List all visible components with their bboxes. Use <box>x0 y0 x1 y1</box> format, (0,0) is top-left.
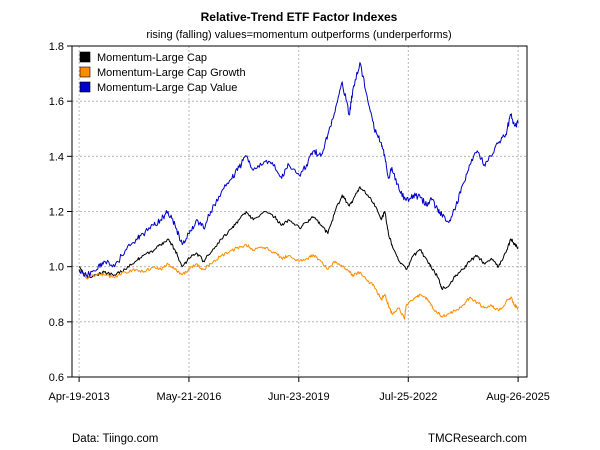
y-tick-label: 1.2 <box>49 207 64 219</box>
y-tick-label: 0.8 <box>49 317 64 329</box>
footer-source: Data: Tiingo.com <box>72 433 158 445</box>
chart-subtitle: rising (falling) values=momentum outperf… <box>146 29 451 41</box>
y-tick-label: 0.6 <box>49 372 64 384</box>
y-tick-label: 1.8 <box>49 41 64 53</box>
axes: 0.6 0.8 1.0 1.2 1.4 1.6 1.8 Apr-19-2013 May-21-2… <box>49 41 550 403</box>
y-tick-label: 1.0 <box>49 262 64 274</box>
legend-label: Momentum-Large Cap Growth <box>97 67 246 79</box>
footer-credit: TMCResearch.com <box>428 433 527 445</box>
x-tick-label: May-21-2016 <box>157 391 222 403</box>
series-lines <box>78 62 519 320</box>
legend-swatch <box>79 81 91 93</box>
x-tick-label: Aug-26-2025 <box>486 391 550 403</box>
y-tick-label: 1.4 <box>49 151 64 163</box>
legend-swatch <box>79 51 91 63</box>
x-tick-label: Jun-23-2019 <box>268 391 330 403</box>
y-tick-label: 1.6 <box>49 96 64 108</box>
x-tick-label: Jul-25-2022 <box>379 391 437 403</box>
chart-title: Relative-Trend ETF Factor Indexes <box>201 10 398 24</box>
legend-swatch <box>79 66 91 78</box>
series-line-2 <box>78 244 519 320</box>
legend: Momentum-Large Cap Momentum-Large Cap Gro… <box>79 51 246 94</box>
x-tick-label: Apr-19-2013 <box>49 391 110 403</box>
gridlines <box>72 45 527 378</box>
legend-label: Momentum-Large Cap Value <box>97 82 237 94</box>
series-line-1 <box>78 186 519 291</box>
legend-label: Momentum-Large Cap <box>97 52 207 64</box>
series-line-3 <box>78 62 519 278</box>
